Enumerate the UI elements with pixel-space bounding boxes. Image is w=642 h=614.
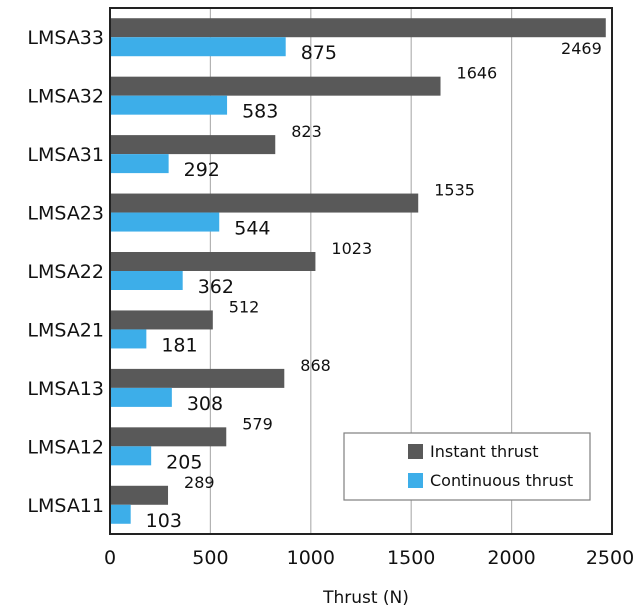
- category-label-lmsa22: LMSA22: [27, 261, 104, 283]
- bar-instant-lmsa33: [110, 18, 606, 38]
- bar-continuous-lmsa22: [110, 271, 183, 290]
- plot-frame: [109, 7, 613, 535]
- bar-continuous-lmsa31: [110, 154, 169, 174]
- bars: [110, 18, 606, 524]
- category-label-lmsa33: LMSA33: [27, 27, 104, 49]
- category-label-lmsa32: LMSA32: [27, 86, 104, 108]
- bar-continuous-lmsa11: [110, 504, 131, 524]
- value-label-continuous-lmsa33: 875: [301, 42, 337, 64]
- legend: Instant thrust Continuous thrust: [343, 432, 591, 501]
- legend-swatch-instant: [408, 444, 423, 459]
- value-label-continuous-lmsa21: 181: [161, 334, 197, 356]
- bar-continuous-lmsa21: [110, 329, 147, 349]
- value-label-instant-lmsa13: 868: [300, 356, 331, 375]
- value-label-instant-lmsa21: 512: [229, 297, 260, 316]
- value-label-continuous-lmsa12: 205: [166, 451, 202, 473]
- category-label-lmsa11: LMSA11: [27, 495, 104, 517]
- category-label-lmsa31: LMSA31: [27, 144, 104, 166]
- bar-continuous-lmsa32: [110, 95, 228, 115]
- bar-instant-lmsa22: [110, 252, 316, 271]
- value-label-continuous-lmsa23: 544: [234, 218, 270, 240]
- bar-instant-lmsa31: [110, 135, 276, 155]
- value-label-continuous-lmsa11: 103: [146, 510, 182, 532]
- bar-instant-lmsa32: [110, 76, 441, 96]
- value-label-continuous-lmsa22: 362: [198, 276, 234, 298]
- category-label-lmsa23: LMSA23: [27, 203, 104, 225]
- value-label-continuous-lmsa31: 292: [184, 159, 220, 181]
- bar-continuous-lmsa23: [110, 212, 220, 232]
- bar-instant-lmsa13: [110, 368, 285, 388]
- bar-instant-lmsa12: [110, 427, 227, 447]
- bar-continuous-lmsa33: [110, 37, 286, 57]
- category-labels: LMSA33 LMSA32 LMSA31 LMSA23 LMSA22 LMSA21 LMSA…: [27, 27, 104, 517]
- category-label-lmsa13: LMSA13: [27, 378, 104, 400]
- value-label-instant-lmsa23: 1535: [434, 181, 475, 200]
- value-label-instant-lmsa11: 289: [184, 473, 215, 492]
- x-tick-label-0: 0: [104, 547, 116, 569]
- legend-swatch-continuous: [408, 473, 423, 488]
- value-label-instant-lmsa32: 1646: [457, 64, 498, 83]
- bar-instant-lmsa23: [110, 193, 419, 213]
- value-label-instant-lmsa12: 579: [242, 414, 273, 433]
- bar-continuous-lmsa12: [110, 446, 152, 466]
- legend-label-instant: Instant thrust: [430, 442, 539, 461]
- value-label-instant-lmsa33: 2469: [561, 39, 602, 58]
- x-tick-label-500: 500: [192, 547, 228, 569]
- x-tick-label-2500: 2500: [586, 547, 634, 569]
- bar-instant-lmsa11: [110, 485, 169, 505]
- value-label-continuous-lmsa13: 308: [187, 393, 223, 415]
- category-label-lmsa12: LMSA12: [27, 436, 104, 458]
- x-tick-labels: 0 500 1000 1500 2000 2500: [104, 547, 634, 569]
- category-label-lmsa21: LMSA21: [27, 319, 104, 341]
- x-tick-label-2000: 2000: [487, 547, 535, 569]
- value-label-instant-lmsa31: 823: [291, 122, 322, 141]
- value-label-instant-lmsa22: 1023: [331, 239, 372, 258]
- legend-label-continuous: Continuous thrust: [430, 471, 573, 490]
- legend-box: [343, 432, 591, 501]
- x-tick-label-1000: 1000: [287, 547, 335, 569]
- bar-continuous-lmsa13: [110, 387, 172, 407]
- x-tick-label-1500: 1500: [387, 547, 435, 569]
- value-label-continuous-lmsa32: 583: [242, 101, 278, 123]
- x-axis-title: Thrust (N): [322, 588, 409, 608]
- bar-instant-lmsa21: [110, 310, 213, 330]
